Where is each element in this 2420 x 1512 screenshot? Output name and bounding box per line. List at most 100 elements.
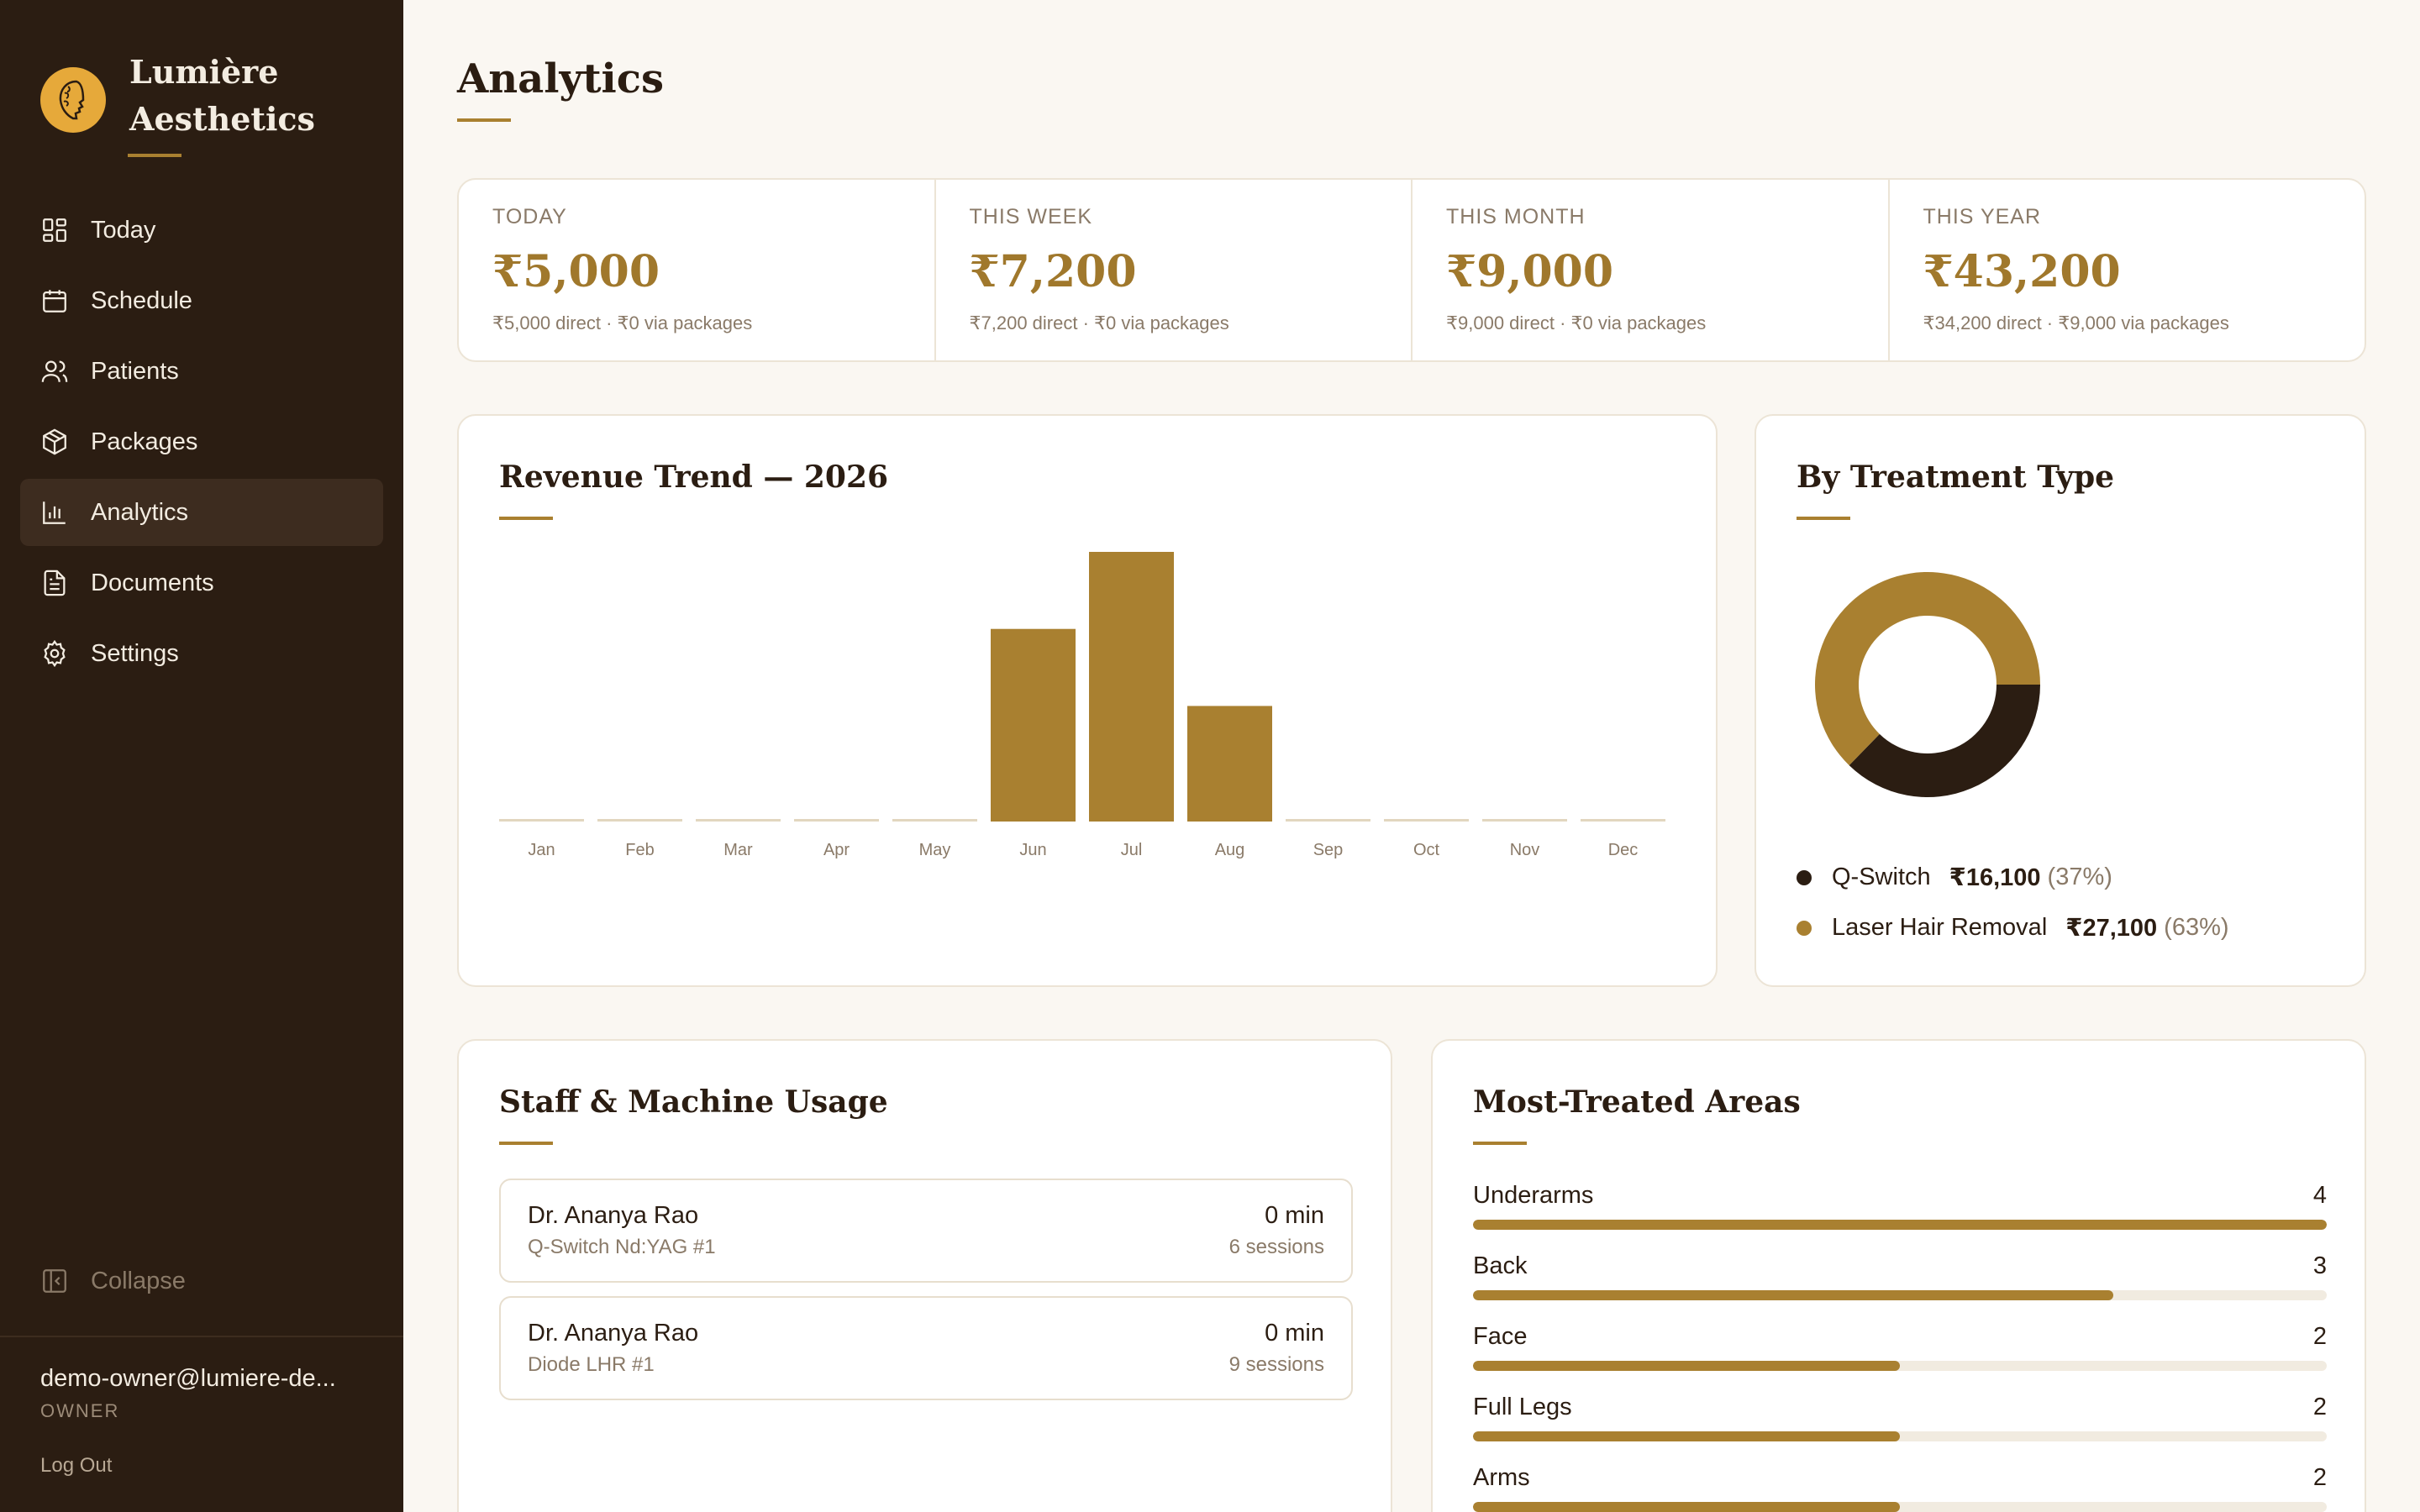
sidebar-item-label: Documents [91, 569, 214, 596]
area-name: Face [1473, 1323, 1528, 1350]
sidebar-item-analytics[interactable]: Analytics [20, 479, 383, 546]
stat-this-year: THIS YEAR ₹43,200 ₹34,200 direct · ₹9,00… [1890, 180, 2365, 360]
sidebar-divider [0, 1336, 403, 1337]
revenue-bar-jun[interactable] [991, 628, 1076, 822]
x-tick-label: Mar [723, 841, 753, 859]
donut-slice-q-switch[interactable] [1849, 685, 2040, 797]
stat-today: TODAY ₹5,000 ₹5,000 direct · ₹0 via pack… [459, 180, 936, 360]
brand-name: Lumière Aesthetics [129, 49, 315, 143]
legend-name: Q-Switch [1832, 864, 1931, 890]
revenue-bar-nov[interactable] [1482, 819, 1567, 822]
legend-value: ₹16,100 [1949, 864, 2041, 891]
revenue-bar-sep[interactable] [1286, 819, 1370, 822]
x-tick-label: Aug [1215, 841, 1245, 859]
stat-this-week: THIS WEEK ₹7,200 ₹7,200 direct · ₹0 via … [936, 180, 1413, 360]
sidebar-item-label: Analytics [91, 498, 189, 526]
revenue-bar-jan[interactable] [499, 819, 584, 822]
card-title-underline [499, 517, 553, 520]
sidebar-item-label: Settings [91, 639, 179, 667]
x-tick-label: Dec [1608, 841, 1639, 859]
staff-machine-usage-card: Staff & Machine Usage Dr. Ananya Rao Q-S… [457, 1039, 1392, 1512]
stat-label: THIS YEAR [1923, 205, 2042, 228]
legend-item-laser-hair-removal: Laser Hair Removal ₹27,100 (63%) [1797, 913, 2229, 942]
session-count: 6 sessions [1228, 1236, 1324, 1258]
revenue-bar-aug[interactable] [1187, 706, 1272, 822]
x-tick-label: Jul [1121, 841, 1143, 859]
area-bar-track [1473, 1431, 2327, 1441]
sidebar-item-schedule[interactable]: Schedule [20, 267, 383, 334]
stat-label: TODAY [492, 205, 567, 228]
sidebar-nav: Today Schedule Patients Packages Analyti… [20, 197, 383, 690]
usage-minutes: 0 min [1265, 1320, 1324, 1347]
stat-breakdown: ₹5,000 direct · ₹0 via packages [492, 312, 753, 333]
logout-link[interactable]: Log Out [40, 1454, 113, 1477]
card-title: Revenue Trend — 2026 [499, 459, 889, 495]
revenue-bar-mar[interactable] [696, 819, 781, 822]
user-role: OWNER [40, 1400, 120, 1421]
x-tick-label: Jun [1019, 841, 1046, 859]
sidebar-item-documents[interactable]: Documents [20, 549, 383, 617]
sidebar: Lumière Aesthetics Today Schedule Patien… [0, 0, 403, 1512]
area-bar-fill [1473, 1431, 1900, 1441]
brand-underline [128, 154, 182, 157]
usage-minutes: 0 min [1265, 1202, 1324, 1229]
area-name: Full Legs [1473, 1394, 1572, 1420]
stat-breakdown: ₹7,200 direct · ₹0 via packages [969, 312, 1229, 333]
area-count: 2 [2312, 1394, 2327, 1420]
area-bar-track [1473, 1361, 2327, 1371]
stat-label: THIS MONTH [1446, 205, 1586, 228]
revenue-bar-feb[interactable] [597, 819, 682, 822]
stat-label: THIS WEEK [969, 205, 1093, 228]
document-icon [44, 570, 66, 596]
x-tick-label: Oct [1413, 841, 1440, 859]
stats-strip: TODAY ₹5,000 ₹5,000 direct · ₹0 via pack… [457, 178, 2366, 362]
donut-slice-laser-hair-removal[interactable] [1815, 572, 2040, 766]
revenue-bar-may[interactable] [892, 819, 977, 822]
calendar-icon [43, 290, 66, 312]
package-icon [43, 428, 66, 455]
staff-usage-row[interactable]: Dr. Ananya Rao Q-Switch Nd:YAG #1 0 min … [499, 1179, 1353, 1283]
sidebar-item-packages[interactable]: Packages [20, 408, 383, 475]
area-count: 2 [2312, 1464, 2327, 1491]
card-title-underline [499, 1142, 553, 1145]
brand[interactable]: Lumière Aesthetics [40, 49, 315, 143]
legend-name: Laser Hair Removal [1832, 914, 2048, 941]
area-row-full-legs: Full Legs 2 [1473, 1394, 2327, 1441]
legend-item-q-switch: Q-Switch ₹16,100 (37%) [1797, 863, 2112, 892]
x-tick-label: Nov [1510, 841, 1540, 859]
area-bar-track [1473, 1220, 2327, 1230]
area-bar-fill [1473, 1290, 2113, 1300]
collapse-label: Collapse [91, 1267, 186, 1294]
gear-icon [44, 639, 66, 668]
sidebar-item-today[interactable]: Today [20, 197, 383, 264]
area-count: 4 [2312, 1182, 2327, 1209]
legend-swatch [1797, 869, 1812, 885]
sidebar-item-label: Schedule [91, 286, 192, 314]
revenue-trend-card: Revenue Trend — 2026 Jan Feb Mar Apr May Jun J… [457, 414, 1718, 987]
revenue-bar-jul[interactable] [1089, 552, 1174, 822]
area-bar-fill [1473, 1361, 1900, 1371]
card-title-underline [1797, 517, 1850, 520]
x-tick-label: Sep [1313, 841, 1344, 859]
card-title: Most-Treated Areas [1473, 1084, 1801, 1120]
revenue-bar-chart: Jan Feb Mar Apr May Jun Jul Aug Sep Oct Nov Dec [499, 552, 1665, 859]
area-count: 2 [2312, 1323, 2327, 1350]
stat-value: ₹9,000 [1446, 246, 1614, 297]
x-tick-label: Apr [823, 841, 850, 859]
staff-usage-row[interactable]: Dr. Ananya Rao Diode LHR #1 0 min 9 sess… [499, 1296, 1353, 1400]
area-name: Underarms [1473, 1182, 1594, 1209]
revenue-bar-dec[interactable] [1581, 819, 1665, 822]
stat-this-month: THIS MONTH ₹9,000 ₹9,000 direct · ₹0 via… [1413, 180, 1890, 360]
stat-value: ₹7,200 [969, 246, 1137, 297]
session-count: 9 sessions [1228, 1353, 1324, 1376]
revenue-bar-apr[interactable] [794, 819, 879, 822]
sidebar-item-label: Packages [91, 428, 198, 455]
area-name: Arms [1473, 1464, 1530, 1491]
revenue-bar-oct[interactable] [1384, 819, 1469, 822]
sidebar-item-settings[interactable]: Settings [20, 620, 383, 687]
collapse-button[interactable]: Collapse [40, 1267, 186, 1295]
sidebar-item-patients[interactable]: Patients [20, 338, 383, 405]
area-count: 3 [2312, 1252, 2327, 1279]
machine-name: Q-Switch Nd:YAG #1 [528, 1236, 716, 1258]
area-row-back: Back 3 [1473, 1252, 2327, 1300]
